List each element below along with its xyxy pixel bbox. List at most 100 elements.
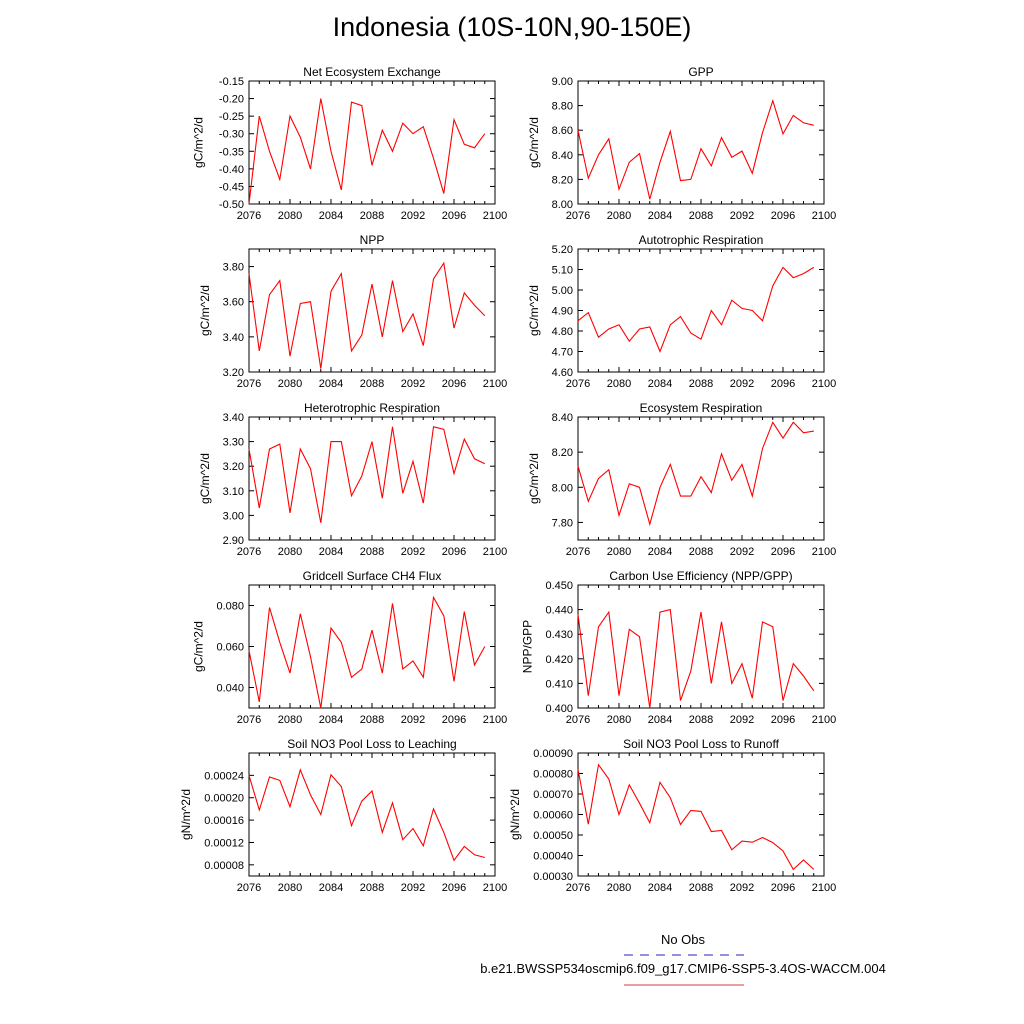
panel-3-y-axis-label: gC/m^2/d: [198, 285, 212, 336]
panel-2-frame: [577, 80, 825, 205]
panel-10-x-tick-label: 2088: [689, 882, 713, 894]
panel-6-title: Ecosystem Respiration: [640, 401, 763, 415]
panel-8-x-tick-label: 2076: [566, 714, 590, 726]
panel-2-y-tick-label: 8.80: [552, 101, 573, 113]
panel-5-title: Heterotrophic Respiration: [304, 401, 440, 415]
panel-3-x-tick-label: 2084: [319, 378, 343, 390]
panel-2-y-tick-label: 8.40: [552, 150, 573, 162]
panel-10-x-tick-label: 2080: [607, 882, 631, 894]
panel-7-y-axis-label: gC/m^2/d: [192, 621, 206, 672]
panel-10-y-tick-label: 0.00050: [533, 830, 573, 842]
panel-2-x-tick-label: 2076: [566, 210, 590, 222]
panel-4-y-tick-label: 5.20: [552, 244, 573, 256]
panel-10-y-axis-label: gN/m^2/d: [508, 789, 522, 840]
panel-6-x-tick-label: 2084: [648, 546, 672, 558]
panel-9-y-axis-label: gN/m^2/d: [179, 789, 193, 840]
panel-4-series-line: [577, 266, 815, 353]
panel-1-y-tick-label: -0.35: [219, 146, 244, 158]
panel-3-y-tick-label: 3.80: [223, 262, 244, 274]
panel-8-y-axis-label: NPP/GPP: [521, 620, 535, 673]
panel-2-y-tick-label: 8.60: [552, 125, 573, 137]
panel-10-x-tick-label: 2084: [648, 882, 672, 894]
panel-6-x-tick-label: 2076: [566, 546, 590, 558]
panel-4-x-tick-label: 2080: [607, 378, 631, 390]
panel-4-y-tick-label: 5.00: [552, 285, 573, 297]
panel-4-y-axis-label: gC/m^2/d: [527, 285, 541, 336]
panel-9-frame: [248, 752, 496, 877]
legend-no-obs-label: No Obs: [660, 932, 706, 947]
panel-3-x-tick-label: 2080: [278, 378, 302, 390]
panel-3-y-tick-label: 3.60: [223, 297, 244, 309]
panel-4-x-tick-label: 2100: [812, 378, 836, 390]
panel-9-title: Soil NO3 Pool Loss to Leaching: [287, 737, 456, 751]
panel-10-y-tick-label: 0.00070: [533, 789, 573, 801]
panel-4-title: Autotrophic Respiration: [639, 233, 764, 247]
panel-10-y-tick-label: 0.00090: [533, 748, 573, 760]
panel-9-y-tick-label: 0.00020: [204, 793, 244, 805]
panel-1-y-tick-label: -0.30: [219, 129, 244, 141]
panel-1-y-axis-label: gC/m^2/d: [192, 117, 206, 168]
panel-10-y-tick-label: 0.00060: [533, 810, 573, 822]
panel-1-x-tick-label: 2080: [278, 210, 302, 222]
panel-6-y-tick-label: 7.80: [552, 517, 573, 529]
panel-1-series-line: [248, 98, 486, 205]
panel-8-series-line: [577, 608, 815, 709]
panel-1-y-tick-label: -0.50: [219, 199, 244, 211]
panel-5-x-tick-label: 2080: [278, 546, 302, 558]
panel-8-y-tick-label: 0.410: [545, 678, 573, 690]
panel-8-y-tick-label: 0.440: [545, 605, 573, 617]
panel-10-x-tick-label: 2100: [812, 882, 836, 894]
panel-2-y-tick-label: 8.00: [552, 199, 573, 211]
panel-2-title: GPP: [688, 65, 713, 79]
panel-8-x-tick-label: 2088: [689, 714, 713, 726]
legend-run-label: b.e21.BWSSP534oscmip6.f09_g17.CMIP6-SSP5…: [480, 961, 886, 976]
panel-8-x-tick-label: 2084: [648, 714, 672, 726]
panel-4-x-tick-label: 2092: [730, 378, 754, 390]
panel-4-y-tick-label: 4.80: [552, 326, 573, 338]
panel-7-title: Gridcell Surface CH4 Flux: [303, 569, 442, 583]
panel-9-y-tick-label: 0.00024: [204, 770, 244, 782]
panel-10-x-tick-label: 2096: [771, 882, 795, 894]
panel-4-y-tick-label: 4.90: [552, 306, 573, 318]
panel-6-x-tick-label: 2092: [730, 546, 754, 558]
panel-7-y-tick-label: 0.040: [216, 683, 244, 695]
panel-2-x-tick-label: 2084: [648, 210, 672, 222]
panel-3-series-line: [248, 261, 486, 369]
panel-5-x-tick-label: 2084: [319, 546, 343, 558]
panel-8-x-tick-label: 2100: [812, 714, 836, 726]
panel-9-y-tick-label: 0.00008: [204, 860, 244, 872]
panel-9-x-tick-label: 2076: [237, 882, 261, 894]
panel-1-x-tick-label: 2084: [319, 210, 343, 222]
panel-4-y-tick-label: 5.10: [552, 265, 573, 277]
panel-9-y-tick-label: 0.00012: [204, 837, 244, 849]
panel-3-y-tick-label: 3.20: [223, 367, 244, 379]
panel-7-x-tick-label: 2080: [278, 714, 302, 726]
panel-10-y-tick-label: 0.00080: [533, 769, 573, 781]
panel-5-series-line: [248, 426, 486, 523]
panel-8-x-tick-label: 2092: [730, 714, 754, 726]
panel-8-title: Carbon Use Efficiency (NPP/GPP): [609, 569, 792, 583]
panel-6-y-tick-label: 8.20: [552, 447, 573, 459]
panel-3-x-tick-label: 2088: [360, 378, 384, 390]
panel-7-x-tick-label: 2084: [319, 714, 343, 726]
panel-7-series-line: [248, 595, 486, 709]
panel-1-y-tick-label: -0.40: [219, 164, 244, 176]
panel-2-x-tick-label: 2092: [730, 210, 754, 222]
panel-6-y-tick-label: 8.40: [552, 412, 573, 424]
panel-8-y-tick-label: 0.400: [545, 703, 573, 715]
panel-5-y-tick-label: 3.20: [223, 461, 244, 473]
panel-2-x-tick-label: 2088: [689, 210, 713, 222]
panel-2-x-tick-label: 2100: [812, 210, 836, 222]
panel-3-x-tick-label: 2092: [401, 378, 425, 390]
panel-6-series-line: [577, 421, 814, 527]
panel-1-y-tick-label: -0.25: [219, 111, 244, 123]
panel-5-y-tick-label: 2.90: [223, 535, 244, 547]
panel-4-frame: [577, 248, 825, 373]
panel-7-x-tick-label: 2096: [442, 714, 466, 726]
panel-6-y-axis-label: gC/m^2/d: [527, 453, 541, 504]
panel-8-frame: [577, 584, 825, 709]
panel-6-x-tick-label: 2100: [812, 546, 836, 558]
panel-5-y-tick-label: 3.10: [223, 486, 244, 498]
panel-10-series-line: [577, 763, 815, 871]
panel-10-x-tick-label: 2076: [566, 882, 590, 894]
